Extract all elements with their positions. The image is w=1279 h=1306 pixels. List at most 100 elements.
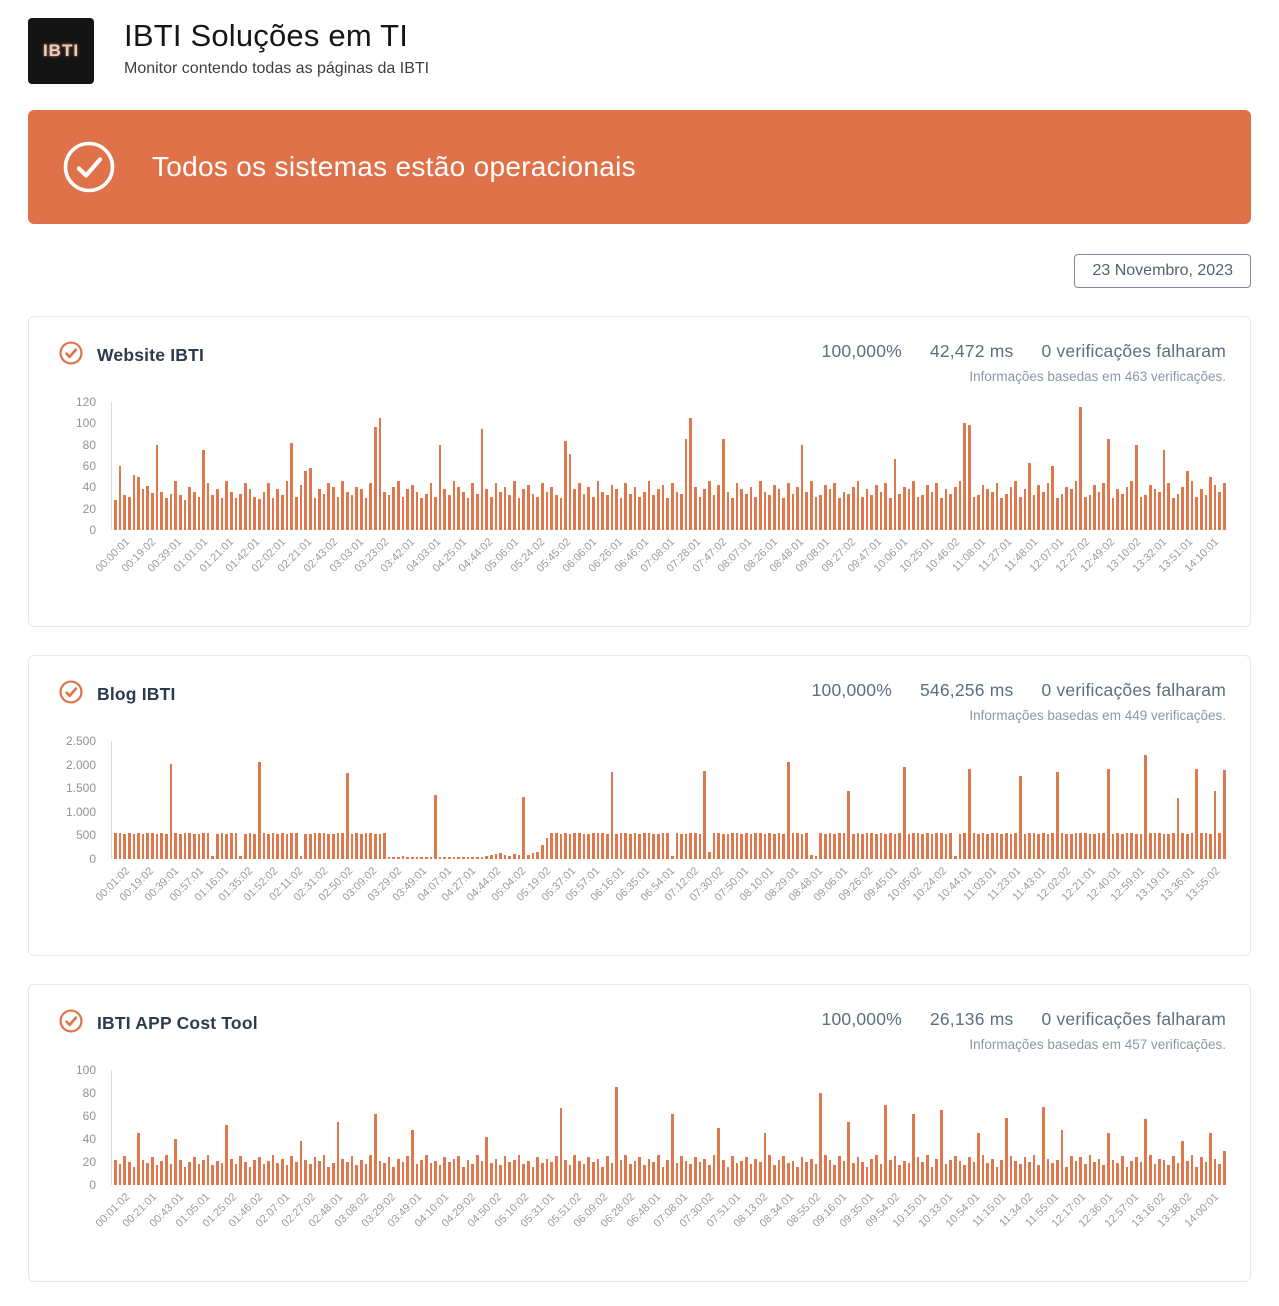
bar[interactable] bbox=[703, 489, 706, 530]
bar[interactable] bbox=[708, 851, 711, 859]
bar[interactable] bbox=[1051, 1163, 1055, 1185]
bar[interactable] bbox=[1204, 832, 1208, 859]
bar[interactable] bbox=[824, 485, 827, 530]
bar[interactable] bbox=[165, 498, 168, 530]
bar[interactable] bbox=[615, 489, 618, 530]
bar[interactable] bbox=[745, 493, 748, 530]
bar[interactable] bbox=[986, 489, 990, 530]
bar[interactable] bbox=[336, 833, 340, 859]
bar[interactable] bbox=[912, 1113, 915, 1185]
bar[interactable] bbox=[1209, 1133, 1212, 1185]
bar[interactable] bbox=[1032, 494, 1036, 530]
bar[interactable] bbox=[1083, 1164, 1087, 1185]
bar[interactable] bbox=[981, 1155, 985, 1185]
bar[interactable] bbox=[1056, 498, 1059, 530]
bar[interactable] bbox=[1218, 491, 1222, 530]
bar[interactable] bbox=[448, 494, 451, 530]
bar[interactable] bbox=[856, 833, 860, 859]
bar[interactable] bbox=[591, 832, 595, 859]
bar[interactable] bbox=[726, 491, 730, 530]
bar[interactable] bbox=[1130, 833, 1133, 859]
bar[interactable] bbox=[670, 1113, 674, 1185]
bar[interactable] bbox=[1009, 833, 1013, 859]
bar[interactable] bbox=[188, 1162, 191, 1185]
bar[interactable] bbox=[796, 833, 799, 859]
bar[interactable] bbox=[406, 1156, 409, 1185]
bar[interactable] bbox=[230, 1158, 233, 1185]
bar[interactable] bbox=[865, 1166, 869, 1185]
bar[interactable] bbox=[1051, 466, 1055, 530]
bar[interactable] bbox=[953, 487, 957, 530]
bar[interactable] bbox=[1023, 489, 1027, 530]
bar[interactable] bbox=[791, 832, 795, 859]
bar[interactable] bbox=[805, 491, 809, 530]
bar[interactable] bbox=[1023, 1157, 1027, 1185]
bar[interactable] bbox=[661, 832, 665, 859]
bar[interactable] bbox=[151, 833, 154, 859]
bar[interactable] bbox=[1023, 833, 1027, 859]
bar[interactable] bbox=[322, 493, 326, 530]
bar[interactable] bbox=[944, 1164, 948, 1185]
bar[interactable] bbox=[912, 480, 915, 530]
bar[interactable] bbox=[401, 856, 405, 859]
bar[interactable] bbox=[694, 1157, 697, 1185]
bar[interactable] bbox=[517, 498, 521, 530]
bar[interactable] bbox=[991, 833, 994, 859]
bar[interactable] bbox=[768, 494, 771, 530]
bar[interactable] bbox=[192, 833, 196, 859]
bar[interactable] bbox=[684, 1160, 688, 1185]
bar[interactable] bbox=[995, 833, 999, 859]
bar[interactable] bbox=[921, 833, 925, 859]
bar[interactable] bbox=[499, 491, 502, 530]
bar[interactable] bbox=[944, 833, 948, 859]
bar[interactable] bbox=[1199, 1157, 1203, 1185]
bar[interactable] bbox=[837, 1156, 841, 1185]
bar[interactable] bbox=[861, 1162, 864, 1185]
bar[interactable] bbox=[364, 833, 368, 859]
bar[interactable] bbox=[624, 483, 628, 530]
bar[interactable] bbox=[206, 483, 210, 530]
bar[interactable] bbox=[694, 487, 697, 530]
bar[interactable] bbox=[754, 496, 758, 530]
bar[interactable] bbox=[1218, 1164, 1222, 1185]
bar[interactable] bbox=[675, 491, 679, 530]
bar[interactable] bbox=[359, 833, 363, 859]
bar[interactable] bbox=[174, 833, 177, 859]
bar[interactable] bbox=[1032, 1155, 1036, 1185]
bar[interactable] bbox=[1018, 1164, 1022, 1185]
bar[interactable] bbox=[1111, 833, 1115, 859]
bar[interactable] bbox=[364, 498, 368, 530]
bar[interactable] bbox=[1060, 833, 1064, 859]
bar[interactable] bbox=[902, 1160, 906, 1185]
bar[interactable] bbox=[485, 1136, 488, 1185]
bar[interactable] bbox=[972, 1162, 976, 1185]
bar[interactable] bbox=[392, 856, 396, 859]
bar[interactable] bbox=[434, 1160, 437, 1185]
bar[interactable] bbox=[527, 485, 530, 530]
bar[interactable] bbox=[698, 496, 702, 530]
bar[interactable] bbox=[517, 855, 521, 859]
bar[interactable] bbox=[457, 487, 461, 530]
bar[interactable] bbox=[902, 766, 906, 859]
bar[interactable] bbox=[531, 853, 535, 859]
bar[interactable] bbox=[940, 1110, 943, 1185]
bar[interactable] bbox=[870, 1158, 874, 1185]
bar[interactable] bbox=[1032, 833, 1036, 859]
bar[interactable] bbox=[893, 1156, 897, 1185]
bar[interactable] bbox=[912, 833, 915, 859]
bar[interactable] bbox=[1014, 1160, 1017, 1185]
bar[interactable] bbox=[1209, 833, 1212, 859]
bar[interactable] bbox=[1153, 1164, 1157, 1185]
bar[interactable] bbox=[796, 1166, 799, 1185]
bar[interactable] bbox=[531, 1166, 535, 1185]
bar[interactable] bbox=[921, 494, 925, 530]
bar[interactable] bbox=[1158, 491, 1161, 530]
bar[interactable] bbox=[137, 1133, 140, 1185]
bar[interactable] bbox=[369, 483, 372, 530]
bar[interactable] bbox=[1121, 833, 1124, 859]
monitor-name[interactable]: IBTI APP Cost Tool bbox=[97, 1013, 258, 1033]
bar[interactable] bbox=[772, 485, 776, 530]
bar[interactable] bbox=[1009, 487, 1013, 530]
bar[interactable] bbox=[1069, 833, 1073, 859]
bar[interactable] bbox=[522, 489, 526, 530]
